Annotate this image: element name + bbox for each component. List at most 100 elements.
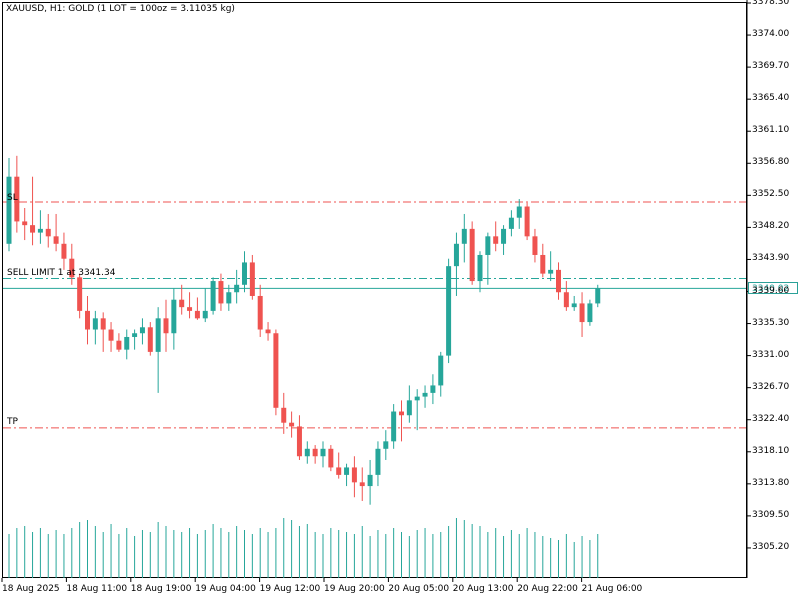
candle-down — [85, 310, 90, 330]
candle-up — [226, 292, 232, 304]
candle-up — [92, 318, 98, 330]
candle-down — [273, 333, 279, 408]
time-tick-label: 18 Aug 11:00 — [66, 584, 128, 594]
candle-down — [281, 407, 287, 423]
candle-down — [312, 448, 318, 457]
candle-up — [124, 336, 130, 350]
sl-label: SL — [7, 193, 18, 203]
candle-down — [30, 225, 36, 233]
candle-up — [508, 217, 514, 229]
candle-up — [210, 281, 216, 311]
price-tick-label: 3369.70 — [752, 61, 790, 72]
candle-up — [37, 228, 43, 233]
candle-down — [14, 176, 20, 222]
axis-ticks — [1, 2, 751, 582]
candle-up — [320, 448, 326, 457]
candle-down — [187, 307, 193, 311]
candle-up — [516, 206, 522, 218]
candle-up — [139, 327, 145, 334]
candle-up — [477, 254, 483, 282]
candle-down — [69, 258, 75, 278]
candle-up — [391, 411, 397, 442]
candle-down — [179, 299, 185, 308]
candle-down — [108, 329, 114, 341]
candle-up — [461, 228, 467, 244]
candle-down — [257, 295, 263, 330]
chart-title: XAUUSD, H1: GOLD (1 LOT = 100oz = 3.1103… — [6, 4, 235, 14]
candle-up — [548, 269, 554, 274]
candle-down — [77, 277, 83, 311]
candle-down — [163, 318, 169, 334]
candle-down — [100, 318, 106, 330]
candle-up — [571, 303, 577, 308]
price-tick-label: 3361.10 — [752, 125, 790, 136]
candle-up — [304, 448, 310, 457]
candle-up — [202, 310, 208, 319]
price-tick-label: 3313.80 — [752, 477, 790, 488]
time-tick-label: 19 Aug 20:00 — [324, 584, 385, 594]
level-lines — [3, 201, 746, 429]
time-tick-label: 18 Aug 19:00 — [130, 584, 192, 594]
price-tick-label: 3322.40 — [752, 413, 790, 424]
price-tick-label: 3378.30 — [752, 0, 790, 7]
candle-down — [524, 206, 530, 237]
time-tick-label: 20 Aug 22:00 — [517, 584, 578, 594]
candle-up — [501, 228, 507, 244]
candle-down — [249, 262, 255, 296]
candle-up — [242, 262, 247, 285]
candle-down — [218, 281, 224, 304]
price-tick-label: 3309.50 — [752, 509, 790, 520]
candle-down — [45, 228, 51, 237]
price-tick-label: 3331.00 — [752, 349, 790, 360]
candle-up — [132, 333, 138, 337]
tp-label: TP — [7, 417, 18, 427]
candle-up — [234, 284, 240, 293]
candle-up — [430, 385, 436, 393]
candle-up — [6, 176, 12, 244]
candle-up — [406, 400, 412, 416]
time-tick-label: 19 Aug 12:00 — [259, 584, 321, 594]
candle-down — [147, 327, 153, 352]
candle-down — [289, 422, 295, 427]
time-tick-label: 20 Aug 13:00 — [452, 584, 514, 594]
candle-down — [540, 254, 546, 274]
time-tick-label: 21 Aug 06:00 — [581, 584, 643, 594]
candle-down — [116, 340, 122, 350]
candle-up — [438, 355, 444, 386]
candle-up — [367, 474, 373, 487]
candle-up — [446, 266, 452, 356]
price-tick-label: 3326.70 — [752, 381, 790, 392]
price-tick-label: 3352.50 — [752, 189, 790, 200]
candle-up — [587, 303, 593, 323]
candle-up — [595, 288, 601, 304]
candle-down — [399, 411, 404, 416]
sell-limit-label: SELL LIMIT 1 at 3341.34 — [7, 268, 116, 278]
time-tick-label: 20 Aug 05:00 — [388, 584, 450, 594]
candle-down — [556, 269, 561, 293]
candle-down — [61, 243, 67, 259]
candle-up — [344, 467, 350, 475]
candle-down — [328, 448, 334, 468]
price-tick-label: 3343.90 — [752, 253, 790, 264]
candle-up — [383, 441, 389, 449]
price-tick-label: 3305.20 — [752, 541, 790, 552]
price-tick-label: 3348.20 — [752, 221, 790, 232]
current-price-tag: 3340.02 — [748, 282, 798, 295]
candle-up — [414, 396, 420, 401]
candle-up — [485, 236, 491, 255]
candle-up — [422, 392, 428, 397]
candle-down — [296, 426, 302, 457]
candle-down — [563, 292, 569, 308]
candle-up — [171, 299, 177, 334]
time-tick-label: 19 Aug 04:00 — [195, 584, 256, 594]
candles — [6, 155, 601, 505]
price-tick-label: 3318.10 — [752, 445, 790, 456]
candle-down — [532, 236, 538, 255]
price-tick-label: 3356.80 — [752, 157, 790, 168]
candle-down — [265, 329, 271, 334]
time-tick-label: 18 Aug 2025 — [2, 584, 60, 594]
candle-up — [453, 243, 459, 267]
price-tick-label: 3339.60 — [752, 285, 790, 296]
candle-up — [155, 318, 161, 352]
